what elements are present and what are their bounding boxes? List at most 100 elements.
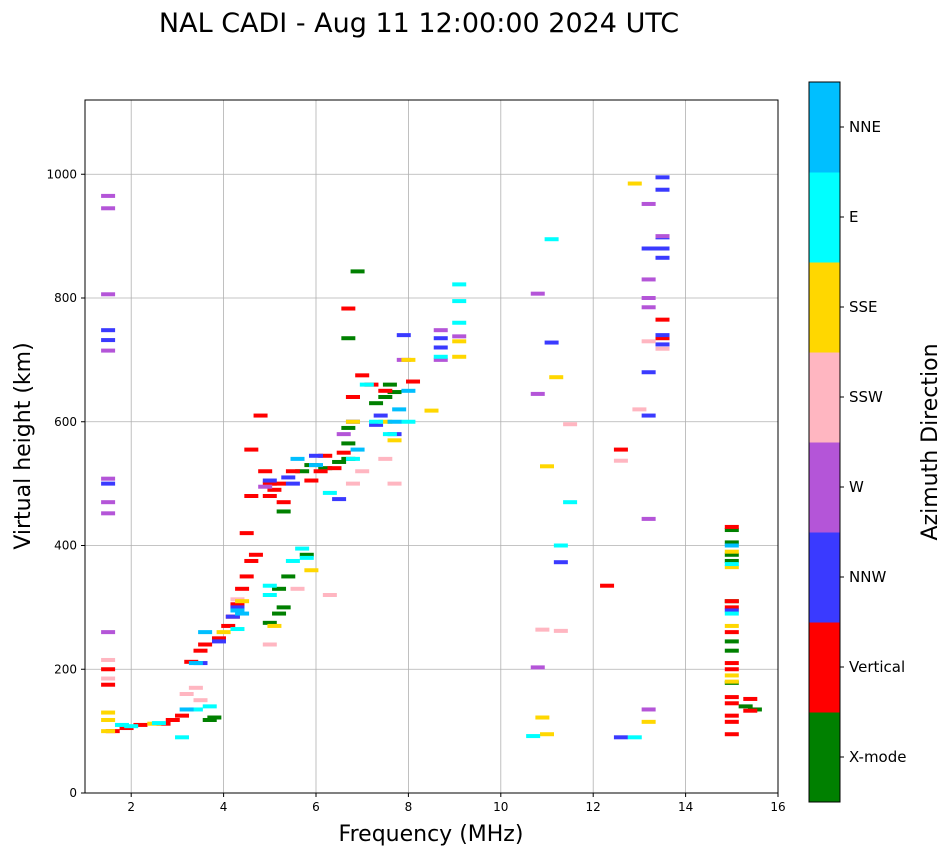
data-point [424, 408, 439, 413]
plot-area [85, 100, 778, 793]
data-point [175, 713, 190, 718]
data-point [332, 497, 347, 502]
colorbar-label: W [849, 478, 864, 496]
colorbar-swatch-e [809, 172, 840, 263]
data-point [235, 599, 250, 604]
data-point [433, 354, 448, 359]
data-point [211, 639, 226, 644]
data-point [202, 717, 217, 722]
data-point [724, 543, 739, 548]
data-point [207, 715, 222, 720]
data-point [401, 357, 416, 362]
data-point [313, 469, 328, 474]
data-point [272, 611, 287, 616]
data-point [724, 661, 739, 666]
data-point [655, 346, 670, 351]
data-point [724, 732, 739, 737]
x-tick-label: 10 [493, 800, 508, 814]
data-point [341, 306, 356, 311]
colorbar-label: Vertical [849, 658, 905, 676]
data-point [553, 560, 568, 565]
data-point [230, 602, 245, 607]
data-point [600, 583, 615, 588]
data-point [295, 546, 310, 551]
data-point [345, 456, 360, 461]
data-point [396, 333, 411, 338]
data-point [401, 388, 416, 393]
data-point [406, 379, 421, 384]
data-point [336, 450, 351, 455]
data-point [253, 413, 268, 418]
data-point [248, 552, 263, 557]
data-point [193, 698, 208, 703]
data-point [724, 599, 739, 604]
data-point [382, 432, 397, 437]
data-point [392, 407, 407, 412]
x-tick-label: 4 [220, 800, 228, 814]
data-point [526, 734, 541, 739]
data-point [101, 348, 116, 353]
data-point [290, 586, 305, 591]
data-point [276, 605, 291, 610]
data-point [359, 382, 374, 387]
data-point [641, 413, 656, 418]
data-point [724, 611, 739, 616]
data-point [724, 639, 739, 644]
data-point [452, 299, 467, 304]
data-point [387, 481, 402, 486]
y-axis-label: Virtual height (km) [11, 342, 36, 549]
data-point [309, 463, 323, 468]
series-e [114, 237, 739, 740]
data-point [641, 339, 656, 344]
data-point [225, 614, 240, 619]
data-point [341, 441, 356, 446]
data-point [239, 531, 254, 536]
data-point [258, 484, 273, 489]
data-point [239, 574, 254, 579]
data-point [452, 282, 467, 287]
data-point [724, 713, 739, 718]
data-point [369, 422, 384, 427]
data-point [369, 401, 384, 406]
colorbar-label: SSE [849, 298, 878, 316]
data-point [350, 269, 365, 274]
data-point [267, 487, 282, 492]
data-point [332, 459, 347, 464]
data-point [295, 469, 310, 474]
data-point [267, 623, 282, 628]
data-point [641, 296, 656, 300]
data-point [724, 562, 739, 567]
data-point [235, 611, 250, 616]
data-point [724, 540, 739, 545]
data-point [276, 509, 291, 514]
data-point [401, 419, 416, 424]
data-point [179, 692, 194, 696]
x-tick-label: 2 [127, 800, 135, 814]
y-axis-ticks: 0 200 400 600 800 1000 [46, 167, 85, 800]
data-point [613, 458, 628, 463]
data-point [244, 494, 259, 498]
y-tick-label: 0 [69, 786, 77, 800]
data-point [341, 336, 356, 341]
data-point [632, 407, 647, 412]
data-point [133, 722, 148, 727]
y-tick-label: 800 [54, 291, 77, 305]
data-point [230, 605, 245, 610]
data-point [724, 701, 739, 706]
data-point [378, 388, 393, 393]
data-point [369, 419, 384, 424]
y-tick-label: 1000 [46, 167, 77, 181]
data-point [535, 715, 550, 720]
data-point [327, 466, 342, 471]
data-point [387, 438, 402, 443]
data-point [262, 481, 277, 486]
data-point [655, 187, 670, 192]
data-point [299, 555, 314, 560]
data-point [724, 667, 739, 672]
data-point [276, 500, 291, 505]
data-point [244, 447, 259, 452]
data-point [641, 370, 656, 375]
data-point [530, 665, 545, 670]
data-point [378, 395, 393, 399]
data-point [285, 469, 300, 474]
